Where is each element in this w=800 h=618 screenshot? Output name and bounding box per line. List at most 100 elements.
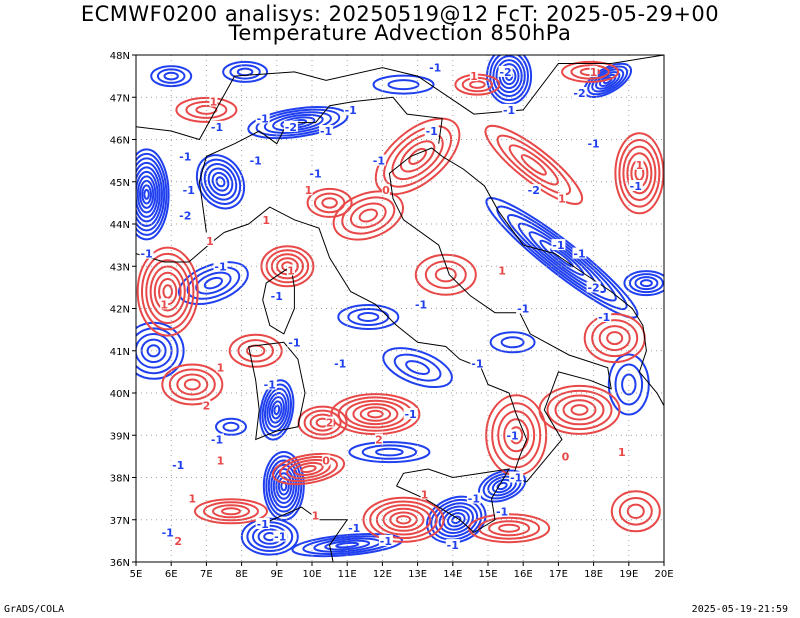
cold-advection-contour-17-0 — [489, 331, 536, 354]
contour-label: -1 — [380, 535, 392, 548]
contour-label: -1 — [373, 155, 385, 168]
contour-label: -1 — [573, 248, 585, 261]
contour-label-bg — [572, 247, 587, 259]
contour-label: 1 — [206, 235, 214, 248]
contour-label: 1 — [160, 298, 168, 311]
contour-label: -1 — [506, 429, 518, 442]
warm-advection-contour-16-1 — [168, 368, 216, 401]
contour-label-bg — [262, 213, 271, 225]
warm-advection-contour-14-0 — [583, 313, 646, 364]
contour-label: 1 — [217, 455, 225, 468]
cold-advection-contour-13-1 — [361, 444, 418, 460]
lat-tick-label: 47N — [110, 93, 130, 104]
warm-advection-contour-22-1 — [618, 497, 653, 526]
contour-label-bg — [572, 87, 587, 98]
contour-label-bg — [445, 539, 460, 551]
contour-label-bg — [628, 180, 643, 191]
warm-advection-contour-8-0 — [538, 384, 621, 435]
cold-advection-contour-1-4 — [280, 116, 316, 129]
contour-label-bg — [466, 492, 481, 504]
contour-label-bg — [210, 120, 224, 132]
warm-advection-contour-18-1 — [185, 100, 228, 119]
cold-advection-contour-0-4 — [136, 166, 161, 223]
cold-advection-contour-2-4 — [211, 171, 230, 192]
advection-map: -1-21-1-1-1-1-2-1-1-2-1 -1-111-1 1-111-1-1… — [110, 51, 674, 580]
contour-label: -1 — [211, 434, 223, 447]
cold-advection-contour-18-2 — [195, 271, 232, 295]
contour-label-bg — [381, 184, 390, 196]
warm-advection-contour-13-2 — [508, 144, 559, 186]
warm-advection-contour-8-2 — [554, 394, 605, 426]
contour-label: -1 — [404, 408, 416, 421]
lat-tick-label: 43N — [110, 262, 130, 273]
cold-advection-contour-17-1 — [500, 336, 525, 349]
contour-label: 1 — [287, 265, 295, 278]
axis-ticks: 5E 6E 7E 8E 9E 10E 11E 12E 13E 14E 15E 16E 17E 18E 19E… — [110, 51, 674, 580]
contour-label-bg — [188, 492, 197, 504]
warm-advection-contour-16-0 — [161, 363, 224, 406]
contour-label: -1 — [274, 531, 286, 544]
cold-advection-contour-16-0 — [382, 347, 453, 389]
contour-label: -2 — [587, 281, 599, 294]
contour-label: 2 — [375, 434, 383, 447]
cold-advection-contour-5-0 — [485, 196, 639, 319]
contour-labels: -1-21-1-1-1-1-2-1-1-2-1 -1-111-1 1-111-1-1… — [139, 62, 644, 552]
warm-advection-contour-8-4 — [570, 404, 589, 416]
warm-advection-contour-5-1 — [279, 455, 338, 483]
contour-label: 2 — [326, 417, 334, 430]
cold-advection-contour-14-1 — [136, 327, 179, 375]
contour-label-bg — [469, 70, 478, 82]
cold-advection-contour-3-2 — [492, 55, 526, 98]
warm-advection-contour-6-3 — [221, 507, 241, 516]
warm-advection-contour-0-1 — [141, 252, 195, 331]
warm-advection-contour-13-1 — [496, 134, 572, 196]
contour-label-bg — [283, 120, 298, 132]
cold-advection-contour-19-2 — [357, 312, 380, 322]
warm-advection-contour-11-3 — [399, 140, 436, 173]
contour-label-bg — [333, 357, 348, 369]
cold-advection-contour-21-1 — [156, 68, 186, 84]
contour-label: 1 — [470, 70, 478, 83]
cold-advection-contour-7-6 — [273, 404, 281, 416]
cold-advection-contour-6-3 — [639, 279, 653, 288]
cold-advection-contour-7-1 — [261, 383, 293, 437]
warm-advection-contour-5-3 — [293, 461, 324, 477]
warm-advection-contour-20-2 — [434, 267, 457, 283]
cold-advection-contour-22-1 — [387, 79, 420, 91]
contour-label: -1 — [172, 459, 184, 472]
warm-advection-contour-11-0 — [374, 117, 461, 196]
balkan-coast — [441, 155, 664, 406]
contour-label: -1 — [257, 112, 269, 125]
lat-tick-label: 39N — [110, 431, 130, 442]
contour-label-bg — [171, 458, 186, 470]
contour-label: -1 — [587, 138, 599, 151]
contour-label-bg — [347, 522, 362, 534]
warm-advection-contour-7-3 — [503, 418, 530, 453]
contour-label: -1 — [271, 290, 283, 303]
contour-label-bg — [160, 526, 175, 538]
contour-label: -1 — [264, 379, 276, 392]
contour-label: 0 — [562, 450, 570, 463]
cold-advection-contour-11-0 — [426, 495, 487, 544]
cold-advection-contour-23-1 — [614, 363, 644, 406]
contour-label: -1 — [345, 104, 357, 117]
contour-label: 2 — [174, 535, 182, 548]
contour-label-bg — [526, 184, 541, 196]
contour-label-bg — [371, 154, 386, 166]
cold-advection-contour-9-4 — [335, 541, 360, 549]
contour-label-bg — [561, 450, 570, 462]
cold-advection-contour-10-0 — [240, 517, 299, 556]
contour-label-bg — [322, 454, 331, 466]
lon-tick-label: 7E — [200, 569, 213, 580]
lat-tick-label: 45N — [110, 178, 130, 189]
warm-advection-contour-12-1 — [341, 196, 396, 235]
cold-advection-contour-10-1 — [246, 521, 294, 552]
contour-label: -1 — [503, 104, 515, 117]
warm-advection-contour-22-0 — [610, 490, 661, 533]
contour-label: 1 — [558, 193, 566, 206]
cold-advection-contour-5-2 — [506, 214, 617, 302]
warm-advection-contour-10-0 — [561, 60, 620, 83]
contour-label-bg — [498, 65, 513, 77]
contour-label-bg — [586, 281, 601, 293]
warm-advection-contour-0-6 — [162, 284, 173, 299]
